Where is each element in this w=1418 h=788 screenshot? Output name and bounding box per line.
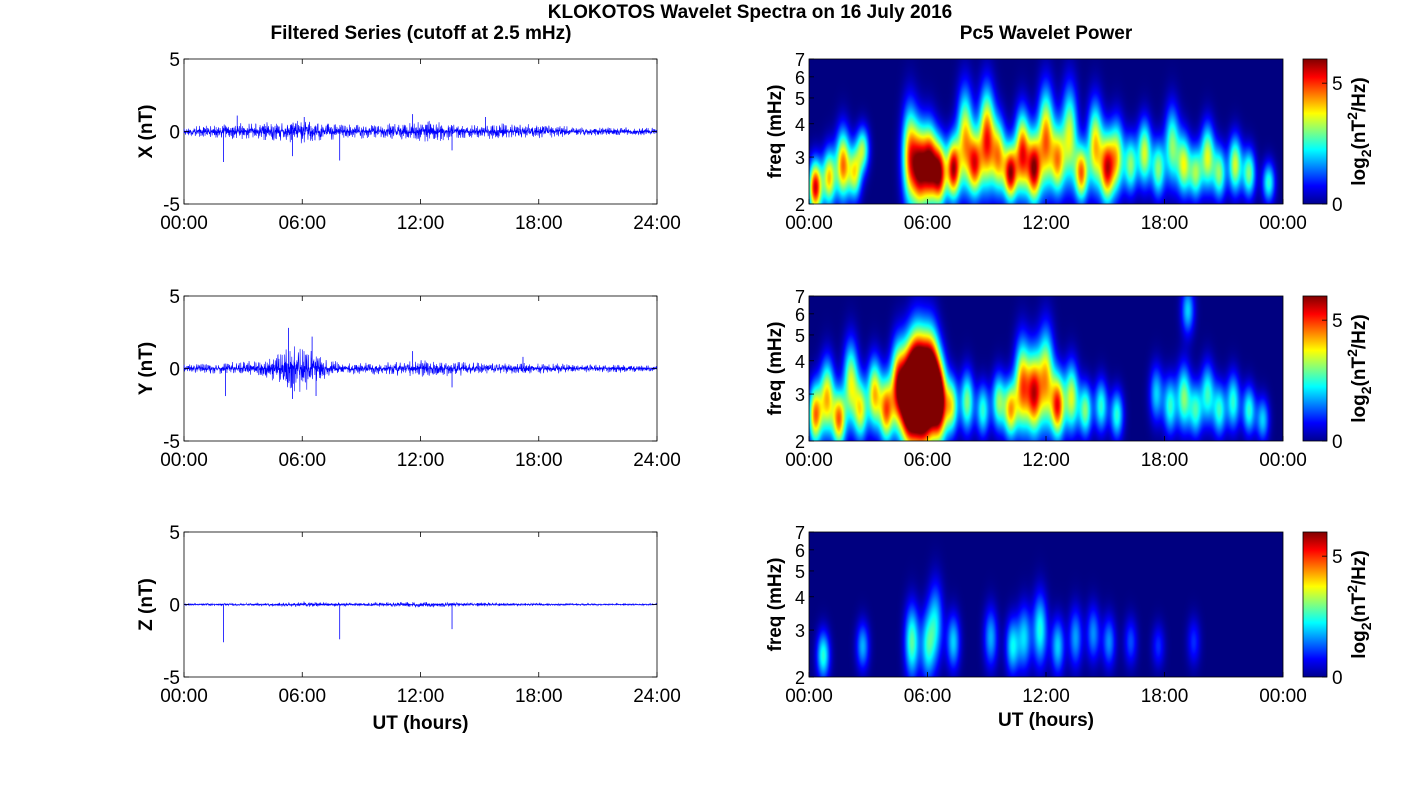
y-spectrum-heatmap <box>809 296 1283 441</box>
y-series-ytick-label-1: 0 <box>169 360 180 381</box>
x-spectrum-ytick-label-2: 4 <box>795 115 805 135</box>
z-spectrum-ytick-label-4: 6 <box>795 541 805 561</box>
z-spectrum-colorbar-label: log2(nT2/Hz) <box>1344 550 1374 658</box>
x-spectrum-colorbar-tick-label-0: 0 <box>1332 195 1343 216</box>
y-series-panel: -5 0 5 00:00 06:00 12:00 18:00 24:00 Y (nT) <box>136 287 681 471</box>
x-spectrum-ytick-label-0: 2 <box>795 195 805 215</box>
y-spectrum-ytick-label-1: 3 <box>795 385 805 405</box>
x-spectrum-colorbar <box>1302 58 1328 205</box>
y-series-trace <box>183 346 658 392</box>
y-spectrum-ytick-label-4: 6 <box>795 305 805 325</box>
z-spectrum-ytick-label-1: 3 <box>795 621 805 641</box>
z-spectrum-xlabel: UT (hours) <box>998 710 1094 731</box>
z-spectrum-ytick-label-0: 2 <box>795 668 805 688</box>
x-spectrum-ytick-label-5: 7 <box>795 50 805 70</box>
z-spectrum-xtick-label-2: 12:00 <box>1022 686 1070 707</box>
x-series-ylabel: X (nT) <box>136 105 157 159</box>
figure-title: KLOKOTOS Wavelet Spectra on 16 July 2016 <box>548 2 952 23</box>
y-spectrum-ytick-label-0: 2 <box>795 432 805 452</box>
x-series-xtick-label-1: 06:00 <box>278 213 326 234</box>
y-series-ylabel: Y (nT) <box>136 342 157 395</box>
x-spectrum-ytick-label-1: 3 <box>795 148 805 168</box>
z-series-panel: -5 0 5 00:00 06:00 12:00 18:00 24:00 Z (nT) UT (h… <box>136 523 681 734</box>
y-series-ytick-label-0: -5 <box>163 432 180 453</box>
y-spectrum-xtick-label-4: 00:00 <box>1259 450 1307 471</box>
x-spectrum-colorbar-label: log2(nT2/Hz) <box>1344 77 1374 185</box>
y-spectrum-colorbar <box>1302 295 1328 442</box>
y-spectrum-xtick-label-3: 18:00 <box>1141 450 1189 471</box>
x-spectrum-ytick-label-3: 5 <box>795 89 805 109</box>
x-series-xtick-label-2: 12:00 <box>397 213 445 234</box>
y-spectrum-xtick-label-2: 12:00 <box>1022 450 1070 471</box>
x-series-panel: -5 0 5 00:00 06:00 12:00 18:00 24:00 X (nT) <box>136 50 681 234</box>
y-series-xtick-label-2: 12:00 <box>397 450 445 471</box>
left-column-title: Filtered Series (cutoff at 2.5 mHz) <box>271 23 572 44</box>
x-series-ytick-label-1: 0 <box>169 123 180 144</box>
y-spectrum-ytick-label-5: 7 <box>795 287 805 307</box>
z-spectrum-xtick-label-1: 06:00 <box>904 686 952 707</box>
y-spectrum-ytick-label-2: 4 <box>795 352 805 372</box>
z-spectrum-ylabel: freq (mHz) <box>765 558 786 652</box>
z-series-xtick-label-1: 06:00 <box>278 686 326 707</box>
z-spectrum-xtick-label-3: 18:00 <box>1141 686 1189 707</box>
x-series-trace <box>183 120 658 144</box>
z-series-xlabel: UT (hours) <box>372 713 468 734</box>
z-spectrum-ytick-label-5: 7 <box>795 523 805 543</box>
x-spectrum-xtick-label-2: 12:00 <box>1022 213 1070 234</box>
y-spectrum-colorbar-tick-label-0: 0 <box>1332 432 1343 453</box>
z-spectrum-colorbar-tick-label-1: 5 <box>1332 547 1343 568</box>
y-spectrum-colorbar-label: log2(nT2/Hz) <box>1344 314 1374 422</box>
y-spectrum-colorbar-tick-label-1: 5 <box>1332 311 1343 332</box>
z-spectrum-xtick-label-4: 00:00 <box>1259 686 1307 707</box>
x-spectrum-xtick-label-0: 00:00 <box>785 213 833 234</box>
y-series-xtick-label-4: 24:00 <box>633 450 681 471</box>
x-spectrum-xtick-label-4: 00:00 <box>1259 213 1307 234</box>
x-spectrum-ytick-label-4: 6 <box>795 68 805 88</box>
x-series-xtick-label-4: 24:00 <box>633 213 681 234</box>
x-spectrum-colorbar-tick-label-1: 5 <box>1332 74 1343 95</box>
x-series-ytick-label-2: 5 <box>169 50 180 71</box>
y-spectrum-ylabel: freq (mHz) <box>765 322 786 416</box>
y-spectrum-ytick-label-3: 5 <box>795 326 805 346</box>
z-series-xtick-label-2: 12:00 <box>397 686 445 707</box>
z-spectrum-ytick-label-2: 4 <box>795 588 805 608</box>
z-spectrum-colorbar <box>1302 531 1328 678</box>
y-series-xtick-label-3: 18:00 <box>515 450 563 471</box>
z-spectrum-xtick-label-0: 00:00 <box>785 686 833 707</box>
x-series-xtick-label-0: 00:00 <box>160 213 208 234</box>
z-series-ytick-label-0: -5 <box>163 668 180 689</box>
y-series-ytick-label-2: 5 <box>169 287 180 308</box>
z-series-trace <box>183 600 658 608</box>
z-series-xtick-label-3: 18:00 <box>515 686 563 707</box>
z-series-ytick-label-1: 0 <box>169 596 180 617</box>
z-series-xtick-label-4: 24:00 <box>633 686 681 707</box>
x-spectrum-xtick-label-1: 06:00 <box>904 213 952 234</box>
z-spectrum-colorbar-tick-label-0: 0 <box>1332 668 1343 689</box>
z-spectrum-heatmap <box>809 532 1283 677</box>
y-series-xtick-label-0: 00:00 <box>160 450 208 471</box>
z-series-xtick-label-0: 00:00 <box>160 686 208 707</box>
right-column-title: Pc5 Wavelet Power <box>960 23 1133 44</box>
x-series-ytick-label-0: -5 <box>163 195 180 216</box>
z-series-ylabel: Z (nT) <box>136 578 157 631</box>
x-spectrum-xtick-label-3: 18:00 <box>1141 213 1189 234</box>
y-spectrum-xtick-label-1: 06:00 <box>904 450 952 471</box>
x-spectrum-heatmap <box>809 59 1283 204</box>
x-series-xtick-label-3: 18:00 <box>515 213 563 234</box>
z-series-ytick-label-2: 5 <box>169 523 180 544</box>
z-spectrum-ytick-label-3: 5 <box>795 562 805 582</box>
y-spectrum-xtick-label-0: 00:00 <box>785 450 833 471</box>
x-spectrum-ylabel: freq (mHz) <box>765 85 786 179</box>
y-series-xtick-label-1: 06:00 <box>278 450 326 471</box>
